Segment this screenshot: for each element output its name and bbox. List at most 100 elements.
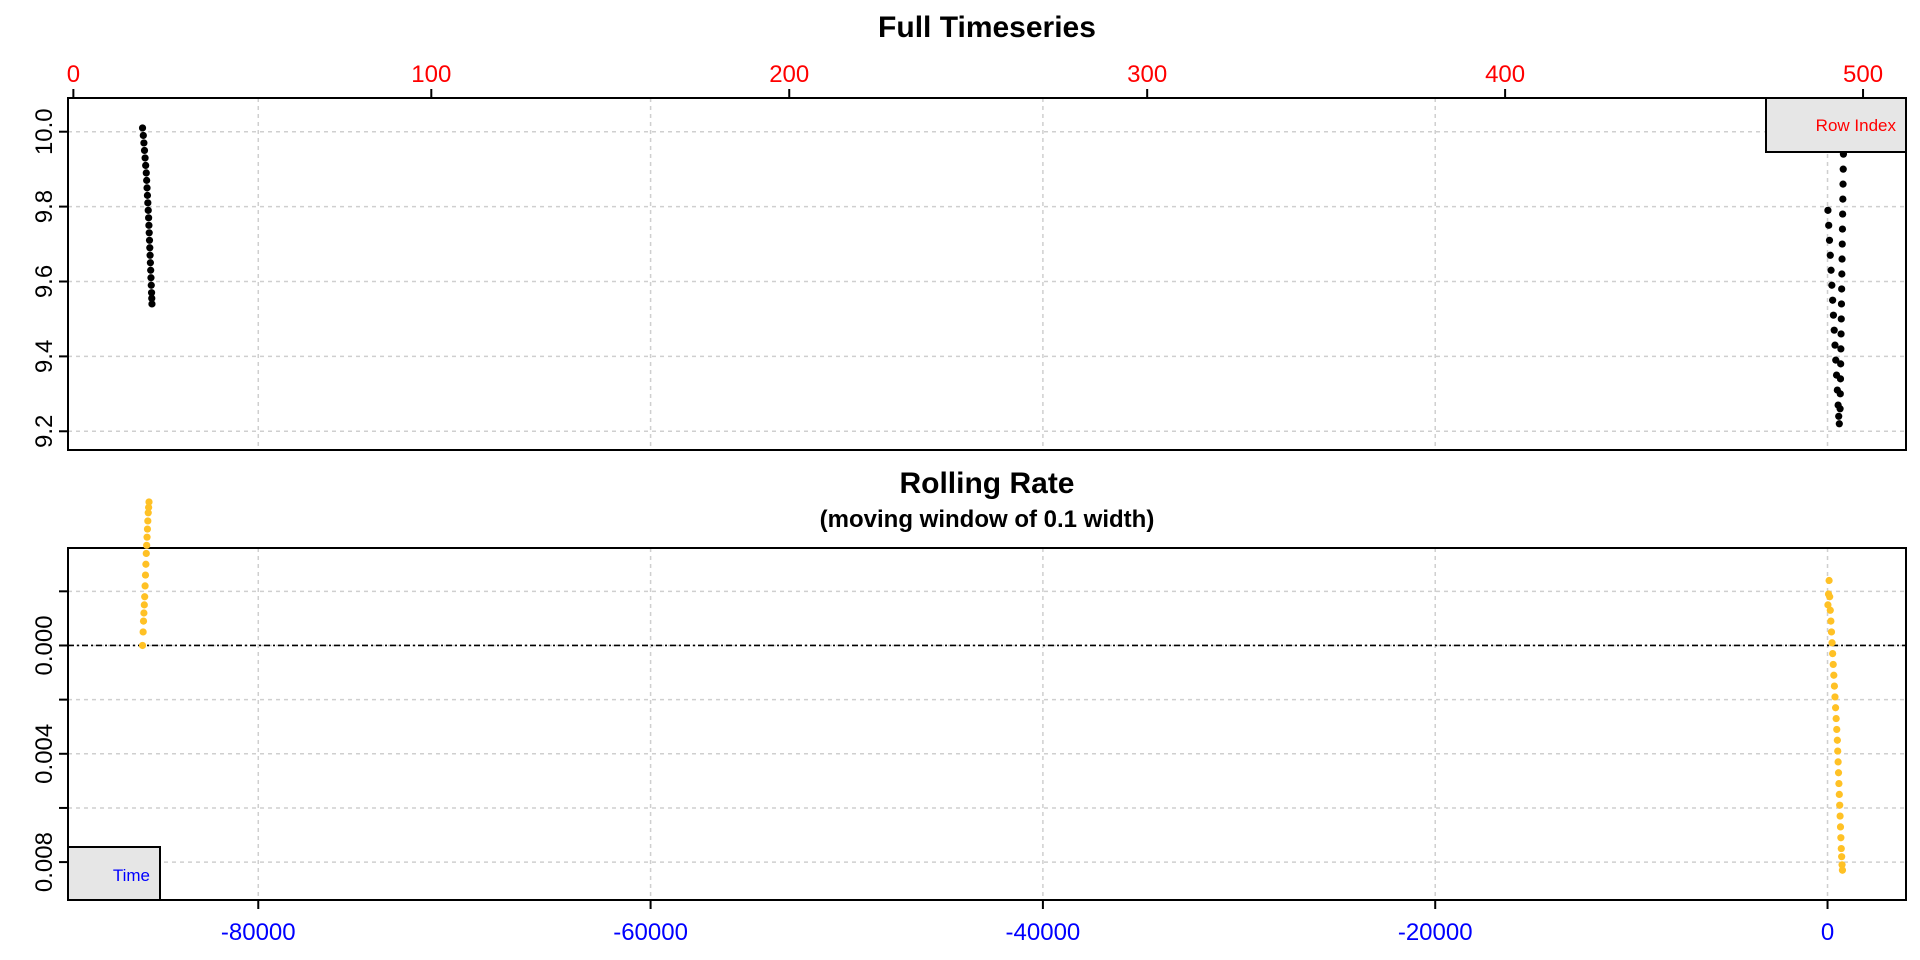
data-point <box>143 525 152 533</box>
rolling-rate-grid <box>68 548 1906 900</box>
data-point <box>145 498 153 506</box>
data-point <box>142 161 150 170</box>
data-point <box>145 503 153 511</box>
time-tick-label: 0 <box>1821 919 1834 946</box>
data-point <box>1835 790 1843 799</box>
data-point <box>1836 801 1844 809</box>
data-point <box>139 617 148 625</box>
data-point <box>1837 300 1846 308</box>
data-point <box>1835 779 1843 788</box>
data-point <box>1829 650 1837 658</box>
data-point <box>1832 714 1840 723</box>
full-timeseries-y-axis: 9.2 9.4 9.6 9.8 10.0 <box>31 108 68 448</box>
data-point <box>1828 281 1836 289</box>
data-point <box>1838 240 1846 248</box>
row-index-axis: 0 100 200 300 400 500 <box>67 61 1883 98</box>
row-index-tick-label: 200 <box>769 61 809 88</box>
time-tick-label: -80000 <box>221 919 296 946</box>
data-point <box>143 533 151 541</box>
data-point <box>1836 390 1844 398</box>
data-point <box>141 582 149 590</box>
data-point <box>1838 861 1846 869</box>
rolling-rate-title: Rolling Rate <box>899 467 1074 500</box>
data-point <box>1827 266 1835 274</box>
data-point <box>1834 769 1843 777</box>
data-point <box>143 191 152 199</box>
data-point <box>1832 356 1840 364</box>
rolling-rate-panel: Rolling Rate (moving window of 0.1 width… <box>31 467 1907 946</box>
data-point <box>1839 180 1847 188</box>
row-index-legend: Row Index <box>1765 97 1907 153</box>
data-point <box>1829 311 1838 319</box>
data-point <box>1831 704 1840 712</box>
data-point <box>1824 601 1832 609</box>
row-index-tick-label: 100 <box>411 61 451 88</box>
time-legend-box <box>67 846 161 901</box>
data-point <box>142 549 150 558</box>
row-index-legend-label: Row Index <box>1816 116 1897 135</box>
y-tick-label: 10.0 <box>31 108 58 155</box>
data-point <box>148 300 156 308</box>
data-point <box>1828 639 1836 647</box>
data-point <box>1839 210 1847 218</box>
data-point <box>1826 606 1834 614</box>
data-point <box>138 124 147 132</box>
time-tick-label: -60000 <box>613 919 688 946</box>
data-point <box>139 131 147 140</box>
data-point <box>148 294 156 302</box>
rolling-rate-points <box>138 498 1847 874</box>
data-point <box>1826 593 1834 601</box>
data-point <box>1835 420 1843 428</box>
full-timeseries-points <box>138 124 1848 428</box>
data-point <box>1833 736 1841 744</box>
y-tick-label: 0.004 <box>31 724 58 784</box>
data-point <box>1824 206 1832 214</box>
full-timeseries-plot-frame <box>67 97 1907 451</box>
data-point <box>1837 360 1845 368</box>
data-point <box>1837 345 1845 353</box>
data-point <box>1830 326 1838 334</box>
row-index-tick-label: 500 <box>1843 61 1883 88</box>
data-point <box>1829 296 1837 304</box>
data-point <box>1831 341 1839 349</box>
data-point <box>1838 255 1846 263</box>
data-point <box>1838 853 1846 861</box>
full-timeseries-grid <box>68 98 1906 450</box>
data-point <box>1837 834 1845 842</box>
data-point <box>1829 660 1837 669</box>
data-point <box>141 571 150 579</box>
row-index-tick-label: 0 <box>67 61 80 88</box>
time-tick-label: -40000 <box>1006 919 1081 946</box>
y-tick-label: 0.000 <box>31 615 58 675</box>
data-point <box>144 206 152 214</box>
data-point <box>1825 236 1834 244</box>
y-tick-label: 9.4 <box>31 340 58 373</box>
data-point <box>1834 747 1842 755</box>
row-index-tick-label: 300 <box>1127 61 1167 88</box>
data-point <box>1837 330 1845 338</box>
data-point <box>1827 628 1836 636</box>
data-point <box>140 146 149 155</box>
time-tick-label: -20000 <box>1398 919 1473 946</box>
data-point <box>146 251 154 259</box>
data-point <box>1836 812 1844 820</box>
rolling-rate-plot-frame <box>67 547 1907 901</box>
data-point <box>143 176 151 184</box>
y-tick-label: 0.008 <box>31 832 58 892</box>
data-point <box>147 274 155 282</box>
y-tick-label: 9.2 <box>31 415 58 448</box>
row-index-tick-label: 400 <box>1485 61 1525 88</box>
data-point <box>139 628 147 636</box>
data-point <box>1831 693 1839 701</box>
y-tick-label: 9.6 <box>31 265 58 298</box>
data-point <box>140 139 148 147</box>
data-point <box>1833 725 1841 734</box>
data-point <box>145 236 154 244</box>
data-point <box>143 184 151 192</box>
time-legend-label: Time <box>113 866 150 885</box>
data-point <box>142 169 150 177</box>
data-point <box>1825 576 1833 585</box>
data-point <box>1838 866 1847 874</box>
data-point <box>145 221 153 229</box>
